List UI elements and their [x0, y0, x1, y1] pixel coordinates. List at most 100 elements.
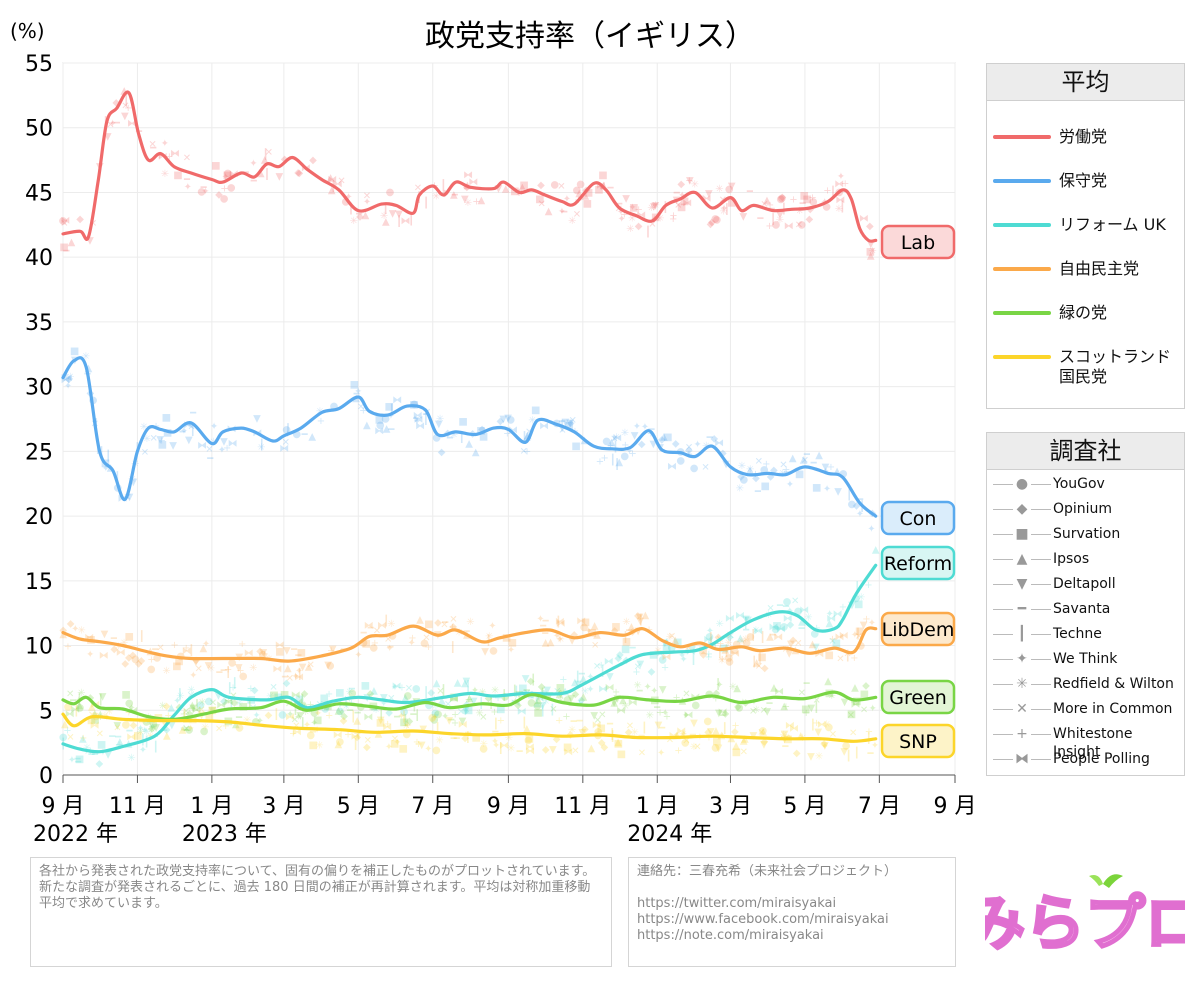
poll-point: ▲ [582, 191, 590, 202]
poll-point: ■ [59, 242, 68, 253]
poll-point: + [718, 654, 726, 665]
poll-point: ■ [622, 637, 631, 648]
poll-point: ● [479, 744, 488, 755]
poll-point: ◆ [265, 710, 273, 721]
poll-point: + [223, 443, 231, 454]
poll-point: ▼ [189, 703, 197, 714]
y-tick-label: 5 [39, 699, 53, 724]
poll-point: ✕ [414, 183, 422, 194]
poll-point: ✦ [826, 609, 834, 620]
poll-point: ◆ [600, 742, 608, 753]
x-year-label: 2022 年 [33, 822, 118, 847]
poll-point: ■ [308, 740, 317, 751]
poll-point: ◆ [76, 214, 84, 225]
twitter-link[interactable]: https://twitter.com/miraisyakai [637, 896, 837, 911]
poll-point: ▲ [96, 709, 104, 720]
facebook-link[interactable]: https://www.facebook.com/miraisyakai [637, 912, 889, 927]
poll-point: ■ [376, 717, 385, 728]
poll-point: ✦ [127, 703, 135, 714]
poll-point: + [813, 623, 821, 634]
poll-point: ✕ [269, 682, 277, 693]
poll-point: ▲ [545, 206, 553, 217]
end-label-box [880, 545, 956, 581]
poll-point: ▲ [542, 637, 550, 648]
poll-point: ■ [772, 621, 781, 632]
poll-point: + [494, 693, 502, 704]
poll-point: ● [227, 183, 236, 194]
poll-point: ━ [576, 716, 584, 727]
poll-point: ━ [160, 725, 168, 736]
pollster-label: YouGov [1053, 476, 1105, 492]
poll-point: ▲ [163, 731, 171, 742]
poll-point: ━ [215, 668, 223, 679]
poll-point: ■ [564, 421, 573, 432]
poll-point: ✕ [801, 456, 809, 467]
poll-point: + [79, 733, 87, 744]
poll-point: ▲ [797, 730, 805, 741]
poll-point: ● [359, 637, 368, 648]
poll-point: ■ [673, 637, 682, 648]
poll-point: ⧓ [714, 438, 724, 449]
poll-point: ✦ [871, 741, 879, 752]
poll-point: ▲ [591, 621, 599, 632]
poll-point: ┃ [690, 652, 696, 665]
poll-point: ✕ [444, 700, 452, 711]
poll-point: ✳ [83, 743, 91, 754]
poll-point: ⧓ [363, 712, 373, 723]
dash-icon: ━ [1013, 600, 1031, 618]
poll-point: ■ [812, 483, 821, 494]
poll-point: ● [620, 451, 629, 462]
poll-point: ▼ [574, 679, 582, 690]
poll-point: ● [576, 179, 585, 190]
poll-point: ▼ [113, 721, 121, 732]
poll-point: ▼ [539, 700, 547, 711]
x-tick-label: 7 月 [411, 794, 454, 819]
poll-point: ✦ [644, 682, 652, 693]
poll-point: ▼ [461, 194, 469, 205]
poll-point: ✕ [187, 422, 195, 433]
poll-point: ■ [563, 742, 572, 753]
poll-point: ■ [172, 661, 181, 672]
poll-point: ✳ [752, 625, 760, 636]
poll-point: ■ [280, 689, 289, 700]
poll-point: ◆ [129, 650, 137, 661]
end-label-text: Lab [901, 232, 935, 254]
poll-point: ◆ [542, 745, 550, 756]
poll-point: ▼ [276, 172, 284, 183]
poll-point: ✦ [650, 686, 658, 697]
poll-point: ● [149, 719, 158, 730]
poll-point: ━ [463, 627, 471, 638]
poll-point: ━ [491, 727, 499, 738]
poll-point: ✕ [569, 415, 577, 426]
poll-point: ✕ [727, 631, 735, 642]
poll-point: + [414, 739, 422, 750]
poll-point: ⧓ [851, 700, 861, 711]
poll-point: ✦ [303, 720, 311, 731]
poll-point: ⧓ [682, 198, 692, 209]
y-tick-label: 25 [25, 440, 53, 465]
poll-point: ● [142, 716, 151, 727]
series-line-green [61, 690, 878, 722]
poll-point: ✦ [585, 626, 593, 637]
poll-point: ⧓ [773, 632, 783, 643]
poll-point: + [180, 723, 188, 734]
poll-point: ✕ [829, 730, 837, 741]
poll-point: ◆ [112, 97, 120, 108]
poll-point: ▼ [504, 413, 512, 424]
y-tick-label: 0 [39, 764, 53, 789]
poll-point: ■ [801, 704, 810, 715]
party-legend-title: 平均 [987, 64, 1184, 101]
poll-point: ▼ [445, 715, 453, 726]
poll-point: + [63, 726, 71, 737]
poll-point: ▼ [129, 477, 137, 488]
poll-point: ◆ [570, 630, 578, 641]
poll-point: ▼ [462, 676, 470, 687]
pollster-label: Opinium [1053, 501, 1113, 517]
poll-point: ■ [97, 739, 106, 750]
poll-point: ⧓ [272, 664, 282, 675]
poll-point: + [182, 643, 190, 654]
poll-point: ▼ [590, 711, 598, 722]
note-link[interactable]: https://note.com/miraisyakai [637, 928, 824, 943]
poll-point: ▲ [88, 701, 96, 712]
poll-point: ┃ [555, 615, 561, 628]
